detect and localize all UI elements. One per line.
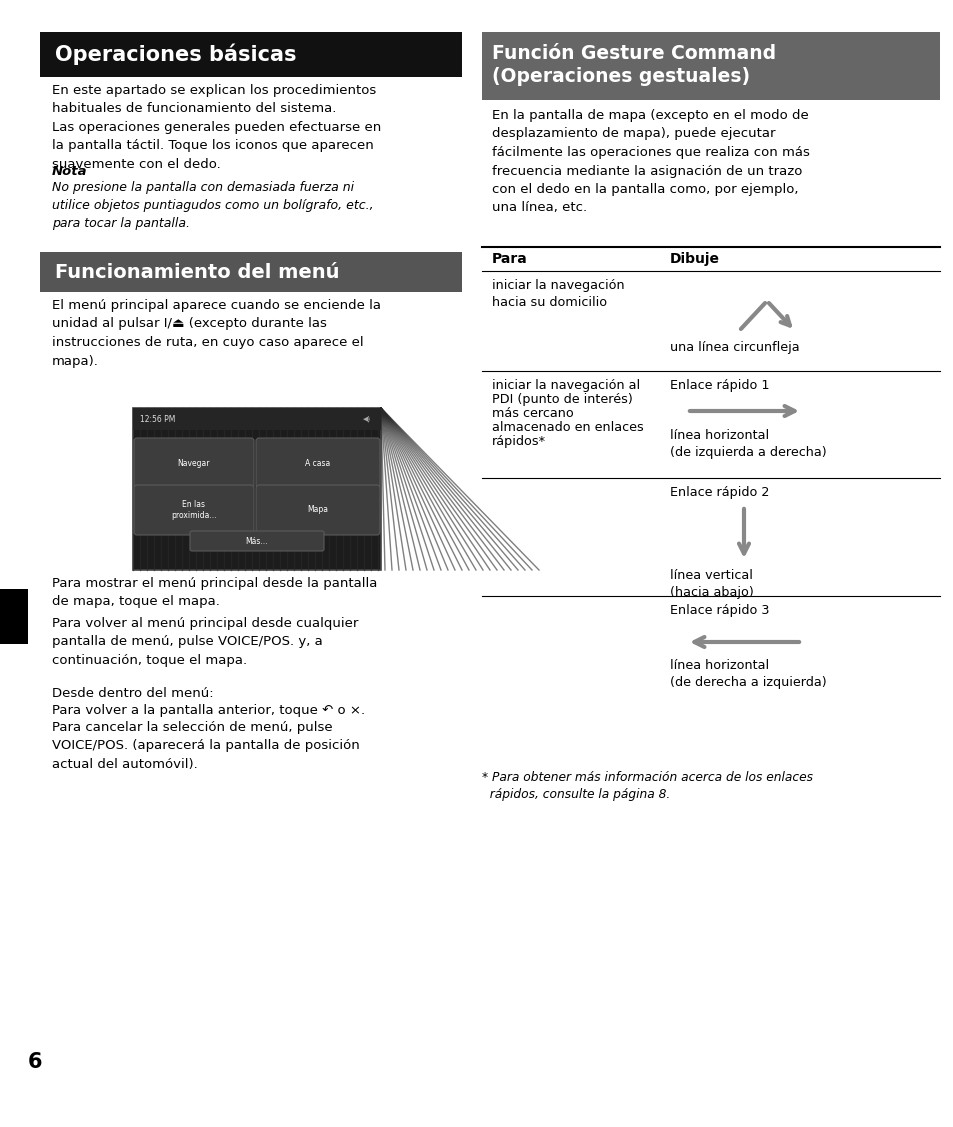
Text: Para mostrar el menú principal desde la pantalla
de mapa, toque el mapa.: Para mostrar el menú principal desde la …	[52, 577, 377, 609]
FancyBboxPatch shape	[133, 438, 253, 488]
Bar	[40, 252, 461, 292]
Text: Funcionamiento del menú: Funcionamiento del menú	[55, 263, 339, 282]
Text: Más...: Más...	[246, 536, 268, 545]
Text: Desde dentro del menú:: Desde dentro del menú:	[52, 687, 213, 700]
FancyBboxPatch shape	[255, 485, 379, 535]
Text: En la pantalla de mapa (excepto en el modo de
desplazamiento de mapa), puede eje: En la pantalla de mapa (excepto en el mo…	[492, 109, 809, 214]
Bar	[0, 589, 28, 644]
Text: almacenado en enlaces: almacenado en enlaces	[492, 421, 643, 434]
Text: Para cancelar la selección de menú, pulse
VOICE/POS. (aparecerá la pantalla de p: Para cancelar la selección de menú, puls…	[52, 721, 359, 771]
Text: Operaciones básicas: Operaciones básicas	[55, 44, 296, 65]
Text: más cercano: más cercano	[492, 407, 573, 420]
Text: En este apartado se explican los procedimientos
habituales de funcionamiento del: En este apartado se explican los procedi…	[52, 85, 381, 171]
Text: Para: Para	[492, 252, 527, 266]
Text: Para volver a la pantalla anterior, toque ↶ o ×.: Para volver a la pantalla anterior, toqu…	[52, 704, 365, 717]
Text: Dibuje: Dibuje	[669, 252, 720, 266]
Bar	[481, 32, 939, 100]
Text: Enlace rápido 2: Enlace rápido 2	[669, 486, 768, 499]
Text: Para volver al menú principal desde cualquier
pantalla de menú, pulse VOICE/POS.: Para volver al menú principal desde cual…	[52, 616, 358, 667]
Bar	[40, 32, 461, 77]
Text: línea vertical
(hacia abajo): línea vertical (hacia abajo)	[669, 569, 753, 598]
Text: Enlace rápido 1: Enlace rápido 1	[669, 379, 769, 392]
Text: PDI (punto de interés): PDI (punto de interés)	[492, 393, 632, 406]
FancyBboxPatch shape	[190, 531, 324, 551]
Text: línea horizontal
(de derecha a izquierda): línea horizontal (de derecha a izquierda…	[669, 659, 825, 689]
Text: línea horizontal
(de izquierda a derecha): línea horizontal (de izquierda a derecha…	[669, 429, 825, 459]
Text: Nota: Nota	[52, 165, 88, 178]
FancyBboxPatch shape	[133, 485, 253, 535]
Text: 12:56 PM: 12:56 PM	[140, 415, 175, 424]
Text: ◀): ◀)	[362, 416, 371, 423]
Text: 6: 6	[28, 1051, 43, 1072]
Text: rápidos*: rápidos*	[492, 435, 545, 449]
Text: (Operaciones gestuales): (Operaciones gestuales)	[492, 66, 749, 86]
Text: Enlace rápido 3: Enlace rápido 3	[669, 604, 769, 616]
Text: En las
proximida...: En las proximida...	[172, 500, 216, 520]
Text: El menú principal aparece cuando se enciende la
unidad al pulsar I/⏏ (excepto du: El menú principal aparece cuando se enci…	[52, 299, 380, 367]
Text: Función Gesture Command: Función Gesture Command	[492, 44, 776, 63]
Text: una línea circunfleja: una línea circunfleja	[669, 341, 799, 354]
Text: iniciar la navegación al: iniciar la navegación al	[492, 379, 639, 392]
Text: * Para obtener más información acerca de los enlaces
  rápidos, consulte la pági: * Para obtener más información acerca de…	[481, 771, 812, 801]
Bar	[132, 408, 380, 570]
Text: iniciar la navegación
hacia su domicilio: iniciar la navegación hacia su domicilio	[492, 279, 624, 309]
Text: A casa: A casa	[305, 459, 331, 468]
Text: Navegar: Navegar	[177, 459, 210, 468]
Text: Mapa: Mapa	[307, 506, 328, 515]
FancyBboxPatch shape	[255, 438, 379, 488]
Text: No presione la pantalla con demasiada fuerza ni
utilice objetos puntiagudos como: No presione la pantalla con demasiada fu…	[52, 181, 374, 230]
Bar	[132, 408, 380, 431]
